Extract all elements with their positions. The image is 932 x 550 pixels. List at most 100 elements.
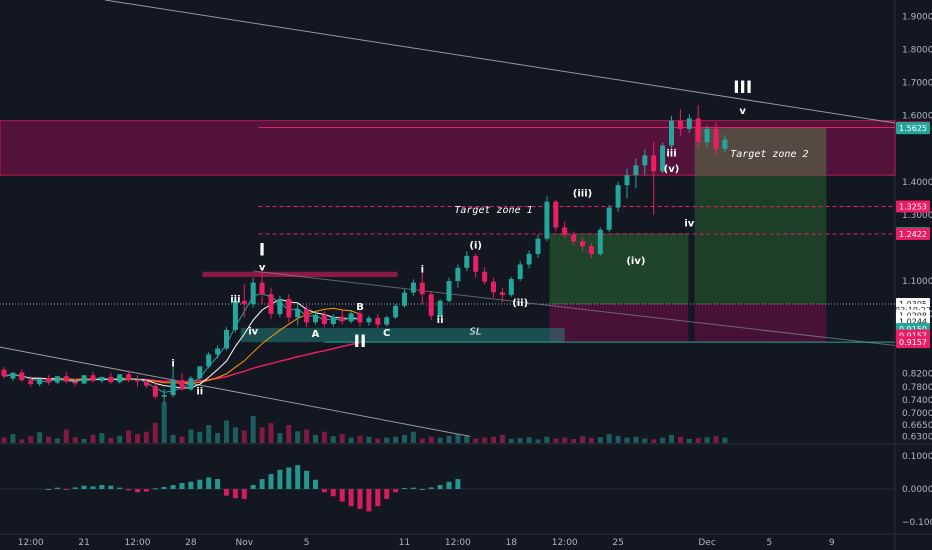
candle-body <box>375 318 381 325</box>
volume-bar <box>437 437 443 443</box>
target-zone-border <box>0 120 896 176</box>
volume-bar <box>197 431 203 443</box>
candle-body <box>143 381 149 386</box>
candle-body <box>402 292 407 306</box>
candle-body <box>571 234 577 242</box>
price-tag-label: 1.3253 <box>899 203 927 212</box>
volume-bar <box>375 438 381 443</box>
price-tick-label: 0.6650 <box>902 421 932 431</box>
candle-body <box>704 128 710 143</box>
wave-label: ii <box>437 315 444 326</box>
candle-body <box>428 294 434 316</box>
long-box-profit-2 <box>694 128 827 304</box>
volume-bar <box>660 437 666 443</box>
oscillator-pane <box>0 465 895 512</box>
target-zone-band <box>0 120 895 176</box>
volume-bar <box>366 436 372 443</box>
zone-annotation: Target zone 1 <box>454 205 532 216</box>
oscillator-bar <box>46 489 51 490</box>
oscillator-tick-label: 0.1000 <box>902 452 932 462</box>
volume-bar <box>455 434 461 443</box>
oscillator-bar <box>197 479 203 489</box>
candle-body <box>117 374 123 383</box>
candle-body <box>464 255 470 268</box>
oscillator-bar <box>81 485 87 489</box>
oscillator-bar <box>152 488 158 490</box>
price-levels <box>0 127 895 343</box>
price-tick-label: 1.7000 <box>902 79 932 89</box>
oscillator-bar <box>455 479 461 489</box>
volume-bar <box>259 427 265 443</box>
candle-body <box>99 376 105 381</box>
candle-body <box>562 227 568 235</box>
oscillator-bar <box>108 485 114 489</box>
volume-bar <box>330 436 336 443</box>
volume-bar <box>54 438 60 443</box>
oscillator-bar <box>277 469 283 489</box>
candle-body <box>10 372 16 379</box>
wave-label: (i) <box>469 241 482 252</box>
volume-bar <box>46 436 51 443</box>
volume-bar <box>544 436 550 443</box>
time-tick-label: Nov <box>236 538 254 548</box>
trend-lines <box>0 0 896 437</box>
price-tick-label: 1.8000 <box>902 46 932 56</box>
volume-bar <box>81 438 87 443</box>
zone-annotation: Target zone 2 <box>730 149 808 160</box>
price-tick-label: 0.6300 <box>902 432 932 442</box>
mid-trendline <box>253 270 896 346</box>
volume-bar <box>241 430 247 443</box>
volume-bar <box>232 427 238 443</box>
oscillator-bar <box>437 485 443 489</box>
volume-bar <box>99 433 105 443</box>
candle-body <box>419 282 425 295</box>
volume-bar <box>553 438 559 443</box>
volume-bar <box>63 429 69 443</box>
candle-body <box>633 165 639 176</box>
volume-bar <box>339 434 345 443</box>
oscillator-bar <box>286 467 292 489</box>
candle-body <box>313 314 318 323</box>
price-tag-label: 0.9157 <box>899 332 927 341</box>
candle-body <box>135 380 140 382</box>
volume-bar <box>615 435 621 443</box>
oscillator-bar <box>268 474 274 489</box>
resistance-box <box>202 271 398 278</box>
candle-body <box>250 282 256 305</box>
candle-body <box>410 282 416 293</box>
volume-bar <box>535 439 541 443</box>
volume-bar <box>37 432 43 443</box>
candle-body <box>321 314 327 324</box>
wave-label: C <box>383 328 390 339</box>
oscillator-bar <box>419 489 425 490</box>
candle-body <box>19 372 25 381</box>
oscillator-bar <box>215 479 221 489</box>
volume-bar <box>624 437 630 443</box>
candle-body <box>588 246 594 254</box>
candle-body <box>526 253 532 265</box>
oscillator-bar <box>304 470 310 489</box>
price-tag-label: 0.9157 <box>899 338 927 347</box>
volume-bar <box>250 416 256 443</box>
price-tag <box>896 122 930 135</box>
zone-annotation: SL <box>470 327 482 338</box>
candle-body <box>544 201 550 239</box>
candle-body <box>606 207 612 230</box>
long-box-loss-1 <box>549 303 689 343</box>
volume-bar <box>446 435 452 443</box>
volume-bar <box>482 437 488 443</box>
oscillator-bar <box>135 489 140 493</box>
candle-body <box>197 366 203 379</box>
zone-rectangles <box>0 120 896 343</box>
volume-bar <box>268 423 274 443</box>
time-tick-label: 9 <box>829 538 835 548</box>
candle-body <box>206 354 212 367</box>
long-box-loss-2 <box>694 303 827 343</box>
candle-body <box>81 375 87 384</box>
volume-bar <box>464 436 470 443</box>
sl-box <box>240 327 565 343</box>
wave-label: v <box>259 262 266 273</box>
volume-bar <box>677 436 683 443</box>
price-tags: 1.56421.56251.32531.24431.24221.030503:1… <box>895 121 931 349</box>
